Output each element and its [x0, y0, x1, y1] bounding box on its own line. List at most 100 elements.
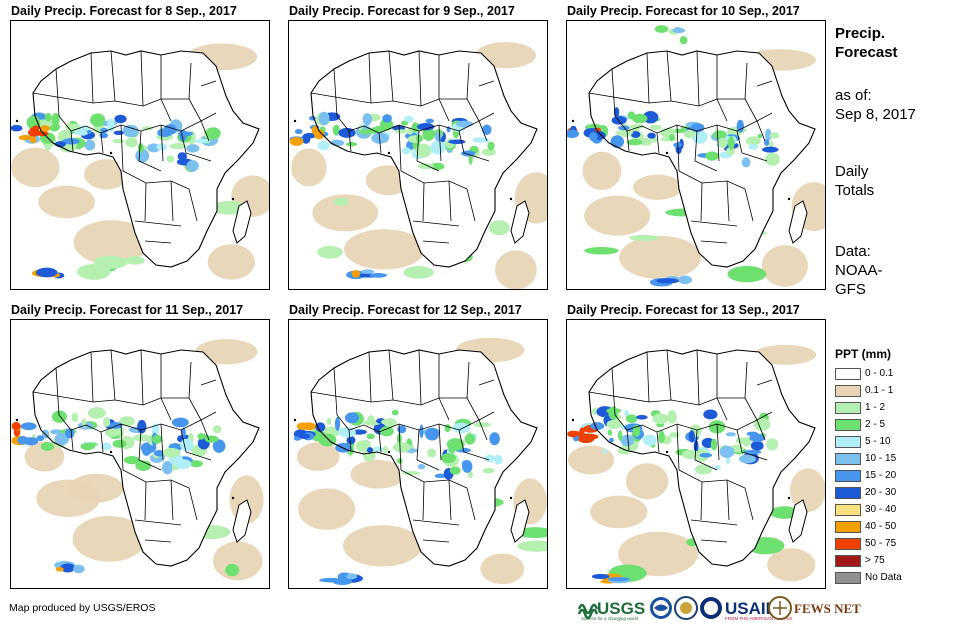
country-border [694, 429, 718, 471]
country-border [70, 429, 74, 451]
light-rain-area [790, 468, 825, 512]
rain-area [419, 424, 424, 439]
madagascar [232, 499, 252, 543]
legend-label: 20 - 30 [865, 487, 897, 498]
light-rain-area [480, 553, 525, 585]
legend-label: 40 - 50 [865, 521, 897, 532]
country-border [32, 391, 162, 406]
country-border [716, 124, 720, 162]
country-border [466, 361, 470, 399]
country-border [388, 50, 394, 102]
light-rain-area [213, 541, 263, 581]
country-border [170, 479, 174, 521]
country-border [348, 130, 352, 152]
heavy-rain-area [298, 433, 311, 439]
panel-title-5: Daily Precip. Forecast for 12 Sep., 2017 [289, 303, 522, 317]
data-line1: Data: [835, 243, 871, 260]
rain-area [112, 439, 127, 448]
light-rain-area [38, 185, 95, 219]
heavy-rain-area [301, 134, 311, 144]
rain-area [212, 425, 222, 434]
island [665, 450, 669, 454]
rain-area [344, 412, 360, 424]
rain-area [330, 139, 345, 147]
heavy-rain-area [579, 427, 586, 434]
rain-area [652, 413, 669, 425]
country-border [626, 429, 630, 451]
rain-area [719, 445, 735, 458]
legend-swatch [835, 452, 861, 465]
island [665, 151, 669, 155]
legend-swatch [835, 435, 861, 448]
light-rain-area [350, 459, 406, 489]
rain-area [679, 36, 688, 45]
rain-area [766, 438, 779, 451]
country-border [744, 487, 754, 521]
rain-area [186, 160, 199, 172]
country-border [110, 349, 116, 401]
country-border [416, 429, 440, 471]
island [109, 151, 113, 155]
country-border [140, 349, 144, 406]
light-rain-area [343, 229, 425, 270]
country-border [666, 50, 672, 102]
legend-swatch [835, 520, 861, 533]
light-rain-area [567, 445, 615, 475]
country-border [478, 379, 495, 386]
heavy-rain-area [29, 127, 38, 135]
country-border [422, 182, 425, 222]
rain-area [77, 263, 111, 280]
rain-area [748, 143, 759, 150]
light-rain-area [619, 235, 702, 280]
rain-area [416, 122, 435, 131]
heavy-rain-area [20, 422, 37, 431]
country-border [138, 429, 162, 471]
rain-area [642, 434, 657, 446]
coastline [32, 349, 260, 567]
forecast-map-1 [10, 20, 270, 290]
country-border [90, 52, 94, 104]
island [787, 197, 791, 201]
country-border [144, 539, 172, 543]
country-border [700, 481, 703, 521]
rain-area [482, 124, 492, 136]
rain-area [488, 220, 510, 236]
rain-area [769, 132, 780, 139]
rain-area [691, 130, 708, 144]
rain-area [674, 26, 681, 32]
legend-swatch [835, 384, 861, 397]
rain-area [317, 140, 330, 151]
rain-area [119, 416, 136, 427]
country-border [333, 68, 338, 117]
island [231, 496, 235, 500]
country-border [466, 62, 470, 100]
country-border [588, 92, 718, 107]
legend-item: 2 - 5 [835, 418, 885, 431]
rain-area [658, 430, 665, 444]
as-of-block: as of: Sep 8, 2017 [835, 86, 916, 124]
rain-area [197, 433, 206, 440]
forecast-map-4 [10, 319, 270, 589]
country-border [690, 220, 738, 227]
rain-area [318, 433, 337, 447]
country-border [744, 62, 748, 100]
heavy-rain-area [37, 268, 55, 274]
rain-area [122, 124, 139, 138]
island [15, 119, 19, 123]
madagascar [788, 499, 808, 543]
country-border [336, 411, 495, 433]
africa-landmass [311, 350, 537, 566]
panel-title-3: Daily Precip. Forecast for 10 Sep., 2017 [567, 4, 800, 18]
country-border [744, 98, 758, 122]
rain-area [396, 458, 403, 464]
rain-area [171, 417, 189, 428]
rain-area [624, 409, 630, 417]
heavy-rain-area [294, 129, 303, 135]
rain-area [415, 134, 423, 143]
country-border [378, 431, 382, 453]
rain-area [727, 135, 735, 150]
legend-item: 30 - 40 [835, 503, 896, 516]
country-border [160, 124, 164, 162]
rain-area [137, 419, 147, 434]
country-border [678, 170, 746, 190]
